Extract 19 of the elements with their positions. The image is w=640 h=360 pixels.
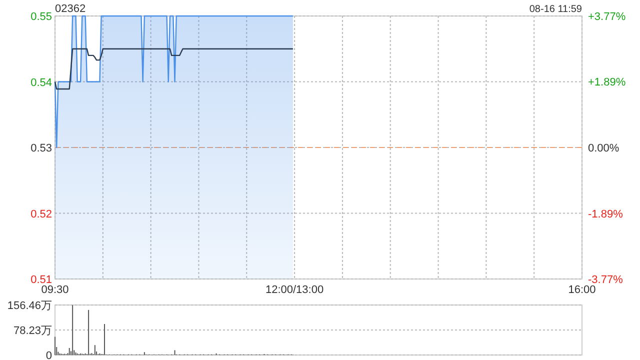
line-series — [54, 48, 294, 90]
y-tick-label: 0 — [46, 350, 52, 360]
x-tick-label: 16:00 — [568, 284, 596, 296]
y-tick-label: 0.51 — [30, 274, 52, 286]
y-tick-label: 0.55 — [30, 11, 52, 23]
text: 08-16 11:59 — [529, 4, 582, 15]
y-tick-label: 156.46万 — [7, 300, 52, 312]
y-tick-label: 78.23万 — [13, 325, 52, 337]
y2-tick-label: -1.89% — [588, 208, 624, 220]
y-tick-label: 0.52 — [30, 208, 52, 220]
x-tick-label: 12:00/13:00 — [265, 284, 324, 296]
y2-tick-label: -3.77% — [588, 274, 624, 286]
x-tick-label: 09:30 — [41, 284, 69, 296]
y2-tick-label: +1.89% — [588, 76, 626, 89]
y2-tick-label: +3.77% — [588, 11, 626, 23]
chart-title: 02362 — [55, 3, 86, 15]
y2-tick-label: 0.00% — [588, 142, 620, 154]
y-tick-label: 0.54 — [30, 76, 52, 89]
y-tick-label: 0.53 — [30, 142, 52, 154]
